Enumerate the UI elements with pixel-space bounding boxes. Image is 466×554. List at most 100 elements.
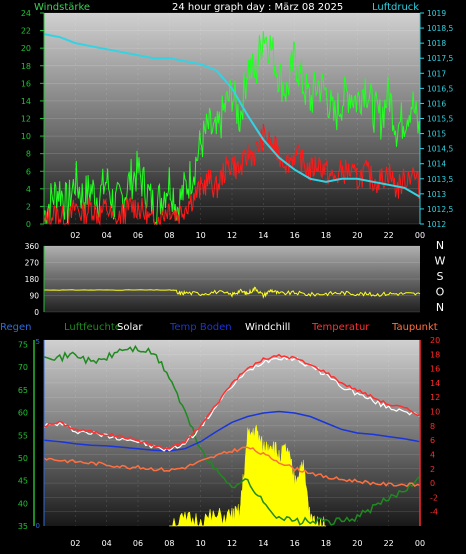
- x-tick-label: 08: [164, 231, 174, 240]
- compass-label: O: [436, 286, 445, 299]
- humidity-tick-label: 70: [18, 363, 28, 372]
- temp-tick-label: 12: [430, 393, 440, 402]
- temp-tick-label: 18: [430, 350, 440, 359]
- temp-tick-label: 4: [430, 450, 435, 459]
- y-right-tick-label: 1018: [427, 39, 446, 48]
- x-tick-label: 10: [196, 231, 206, 240]
- y-left-tick-label: 8: [26, 150, 31, 159]
- humidity-tick-label: 60: [18, 409, 28, 418]
- windchill-line: [43, 356, 421, 452]
- y-right-tick-label: 1019: [427, 9, 446, 18]
- direction-tick-label: 360: [25, 242, 40, 251]
- compass-label: N: [436, 239, 444, 252]
- x-tick-label: 04: [102, 231, 112, 240]
- y-right-tick-label: 1013,5: [427, 175, 453, 184]
- y-right-tick-label: 1016: [427, 99, 446, 108]
- legend-item: Regen: [0, 322, 32, 333]
- x-tick-label: 22: [384, 539, 394, 548]
- y-right-tick-label: 1012,5: [427, 205, 453, 214]
- x-tick-label: 02: [70, 539, 80, 548]
- legend-item: Temperatur: [311, 322, 370, 333]
- x-tick-label: 12: [227, 231, 237, 240]
- y-right-tick-label: 1012: [427, 220, 446, 229]
- direction-tick-label: 0: [34, 308, 39, 317]
- temp-tick-label: 6: [430, 436, 435, 445]
- temperature-line: [43, 353, 421, 450]
- x-tick-label: 02: [70, 231, 80, 240]
- x-tick-label: 18: [321, 231, 331, 240]
- dewpoint-line: [43, 446, 421, 488]
- x-tick-label: 14: [258, 231, 268, 240]
- y-left-tick-label: 22: [21, 27, 31, 36]
- y-left-tick-label: 20: [21, 44, 31, 53]
- pressure-axis-label: Luftdruck: [372, 2, 419, 13]
- y-right-tick-label: 1017: [427, 69, 446, 78]
- wind-axis-label: Windstärke: [34, 2, 90, 13]
- compass-label: W: [435, 255, 446, 268]
- temp-tick-label: 0: [430, 479, 435, 488]
- x-tick-label: 06: [133, 539, 143, 548]
- grid-1: [44, 12, 421, 225]
- series-1: [43, 31, 421, 226]
- y-right-tick-label: 1014: [427, 160, 446, 169]
- temp-tick-label: 2: [430, 465, 435, 474]
- wind-avg-line: [43, 123, 421, 226]
- x-tick-label: 18: [321, 539, 331, 548]
- y-left-tick-label: 6: [26, 167, 31, 176]
- humidity-tick-label: 40: [18, 499, 28, 508]
- y-right-tick-label: 1014,5: [427, 145, 453, 154]
- chart-title: 24 hour graph day : März 08 2025: [172, 2, 343, 13]
- pressure-line: [43, 33, 421, 198]
- series-3: [43, 344, 421, 527]
- x-tick-label: 20: [352, 231, 362, 240]
- left-ticks-3: 35 40 45 50 55 60 65 70 75: [18, 340, 35, 531]
- solar-area: [169, 424, 326, 527]
- y-right-tick-label: 1016,5: [427, 84, 453, 93]
- rain-tick-label: 0: [36, 522, 40, 530]
- wind-pressure-panel: Windstärke 24 hour graph day : März 08 2…: [21, 2, 454, 240]
- legend-item: Luftfeuchte: [64, 322, 121, 333]
- y-right-tick-label: 1018,5: [427, 24, 453, 33]
- x-tick-label: 14: [258, 539, 268, 548]
- temp-tick-label: -2: [430, 493, 438, 502]
- direction-tick-label: 180: [25, 275, 40, 284]
- y-left-tick-label: 14: [21, 97, 31, 106]
- x-tick-label: 16: [290, 231, 300, 240]
- y-left-tick-label: 16: [21, 79, 31, 88]
- plot-area-2: [44, 246, 420, 312]
- left-ticks-2: 0 90 180 270 360: [25, 242, 45, 317]
- temp-tick-label: 20: [430, 336, 440, 345]
- humidity-tick-label: 35: [18, 522, 28, 531]
- series-2: [44, 286, 421, 299]
- legend-item: Solar: [117, 322, 143, 333]
- direction-tick-label: 270: [25, 259, 40, 268]
- right-ticks-3: -4 -2 0 2 4 6 8 10 12 14 16 18 20: [419, 336, 440, 526]
- right-ticks-1: 1012 1012,5 1013 1013,5 1014 1014,5 1015 1015,5…: [419, 9, 453, 229]
- x-tick-label: 08: [164, 539, 174, 548]
- x-tick-label: 20: [352, 539, 362, 548]
- humidity-line: [43, 344, 421, 526]
- x-tick-label: 10: [196, 539, 206, 548]
- humidity-tick-label: 75: [18, 341, 28, 350]
- x-tick-label: 04: [102, 539, 112, 548]
- rain-tick-label: 5: [36, 338, 40, 346]
- legend-item: Windchill: [245, 322, 290, 333]
- wind-gust-line: [43, 31, 421, 226]
- temp-tick-label: 8: [430, 422, 435, 431]
- temp-tick-label: 10: [430, 408, 440, 417]
- soil-temp-line: [43, 410, 421, 452]
- temp-tick-label: 16: [430, 365, 440, 374]
- compass-label: N: [436, 301, 444, 314]
- legend-item: Taupunkt: [391, 322, 438, 333]
- humidity-tick-label: 55: [18, 431, 28, 440]
- humidity-tick-label: 50: [18, 454, 28, 463]
- direction-tick-label: 90: [29, 292, 39, 301]
- compass-label: S: [437, 270, 444, 283]
- x-tick-label: 22: [384, 231, 394, 240]
- x-ticks-1: 02 04 06 08 10 12 14 16 18 20 22 00: [70, 231, 425, 240]
- y-left-tick-label: 24: [21, 9, 31, 18]
